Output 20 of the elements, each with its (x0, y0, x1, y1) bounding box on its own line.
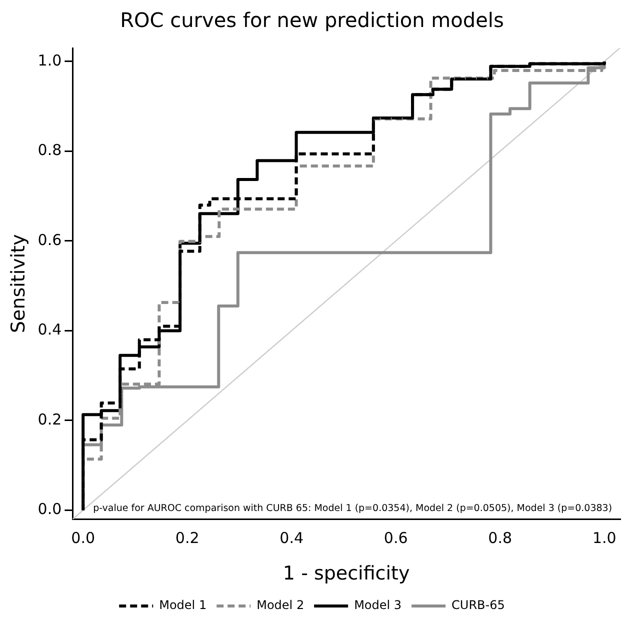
x-tick-label: 1.0 (592, 529, 616, 548)
legend-label: Model 2 (256, 598, 304, 612)
annotation: p-value for AUROC comparison with CURB 65: Model 1 (p=0.0354), Model 2 (p=0.0505), Model 3 (p=0.0383) (93, 502, 612, 514)
y-tick-label: 0.4 (38, 320, 62, 339)
x-tick-label: 0.2 (175, 529, 200, 548)
legend-label: CURB-65 (452, 598, 505, 612)
x-axis-title: 1 - specificity (282, 562, 410, 585)
legend-label: Model 1 (159, 598, 207, 612)
x-tick-label: 0.6 (384, 529, 408, 548)
x-tick-label: 0.8 (488, 529, 512, 548)
y-tick-label: 0.6 (38, 230, 62, 249)
y-tick-label: 0.2 (38, 410, 62, 428)
legend-label: Model 3 (354, 598, 402, 612)
y-tick-label: 0.0 (38, 500, 62, 518)
y-tick-label: 1.0 (38, 51, 62, 70)
y-axis-title: Sensitivity (7, 234, 30, 334)
y-tick-label: 0.8 (38, 141, 62, 160)
x-tick-label: 0.0 (71, 529, 96, 548)
chart-title: ROC curves for new prediction models (120, 8, 504, 32)
x-tick-label: 0.4 (280, 529, 304, 548)
